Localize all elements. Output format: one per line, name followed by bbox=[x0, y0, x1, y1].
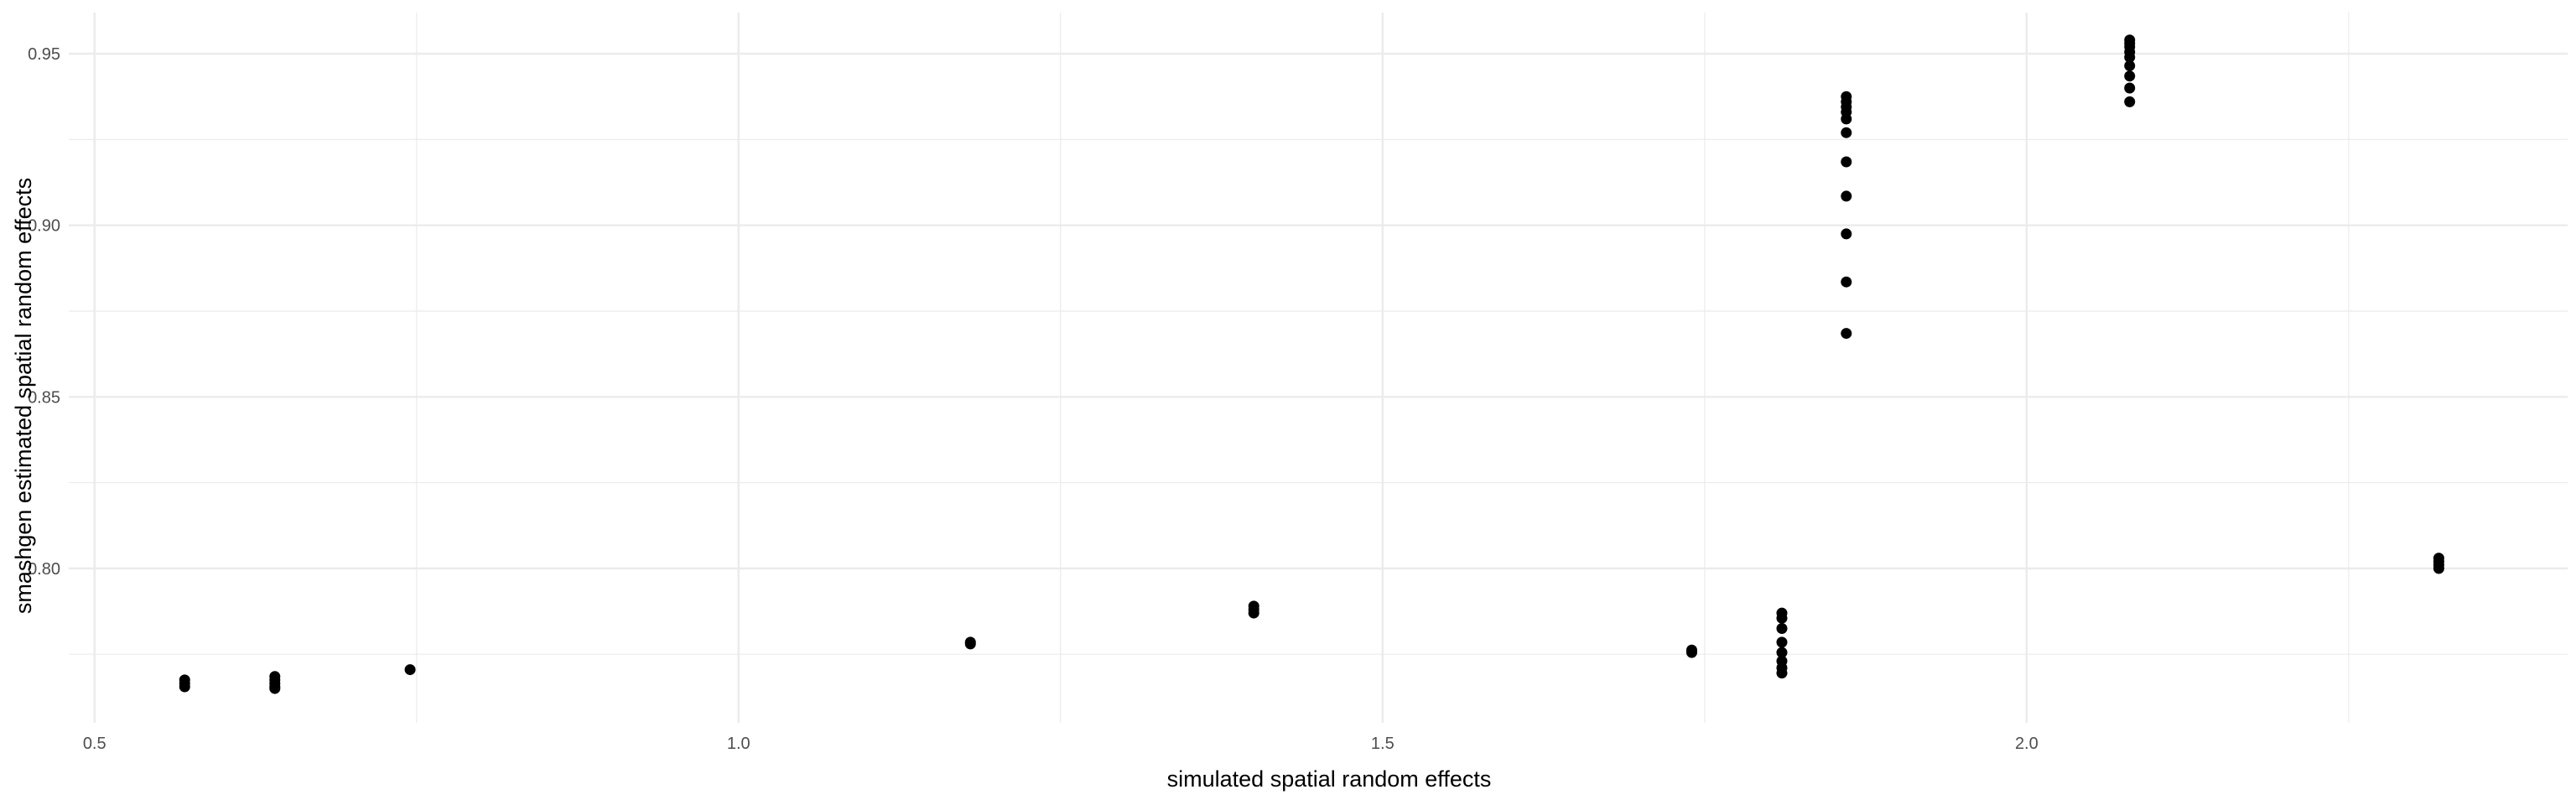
x-tick-label: 1.5 bbox=[1371, 735, 1394, 753]
data-point bbox=[2124, 60, 2136, 71]
x-axis-title: simulated spatial random effects bbox=[1167, 766, 1492, 792]
data-point bbox=[964, 638, 976, 650]
x-tick-label: 2.0 bbox=[2015, 735, 2038, 753]
minor-gridlines bbox=[69, 13, 2568, 723]
data-point bbox=[2124, 51, 2136, 63]
y-axis-title: smashgen estimated spatial random effect… bbox=[11, 178, 36, 614]
x-axis-tick-labels: 0.5 1.0 1.5 2.0 bbox=[83, 735, 2038, 753]
data-point bbox=[1776, 636, 1788, 648]
major-gridlines bbox=[69, 13, 2568, 723]
data-point bbox=[1841, 276, 1852, 288]
data-point bbox=[2124, 70, 2136, 82]
data-point bbox=[1776, 622, 1788, 634]
x-tick-label: 1.0 bbox=[727, 735, 750, 753]
y-tick-label: 0.90 bbox=[28, 217, 60, 236]
data-point bbox=[1841, 228, 1852, 240]
data-point bbox=[1841, 113, 1852, 125]
data-point bbox=[1841, 156, 1852, 168]
data-point bbox=[2124, 82, 2136, 94]
data-point bbox=[269, 683, 281, 694]
data-points bbox=[179, 34, 2444, 694]
data-point bbox=[1841, 127, 1852, 138]
data-point bbox=[2124, 96, 2136, 107]
y-tick-label: 0.85 bbox=[28, 388, 60, 407]
data-point bbox=[404, 664, 416, 676]
y-axis-tick-labels: 0.80 0.85 0.90 0.95 bbox=[28, 45, 60, 579]
data-point bbox=[2433, 563, 2444, 574]
data-point bbox=[1841, 190, 1852, 202]
data-point bbox=[1776, 612, 1788, 624]
y-tick-label: 0.80 bbox=[28, 560, 60, 579]
data-point bbox=[1776, 667, 1788, 679]
data-point bbox=[1248, 607, 1259, 619]
data-point bbox=[1776, 647, 1788, 658]
x-tick-label: 0.5 bbox=[83, 735, 106, 753]
y-tick-label: 0.95 bbox=[28, 45, 60, 64]
data-point bbox=[179, 681, 190, 693]
data-point bbox=[1685, 647, 1697, 658]
data-point bbox=[1841, 328, 1852, 340]
